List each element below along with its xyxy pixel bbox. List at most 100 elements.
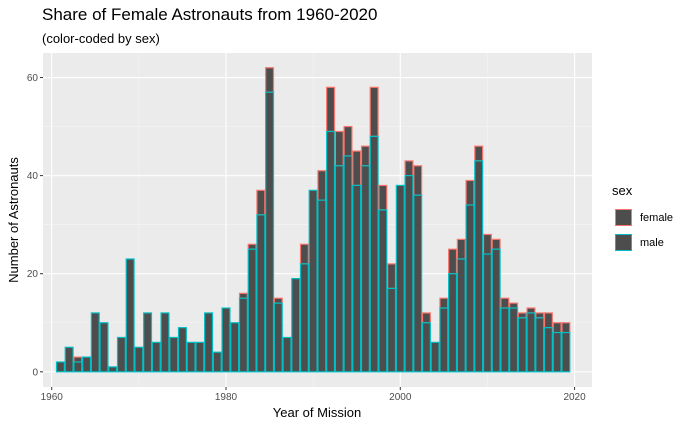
bar-male — [561, 331, 571, 373]
bar-female — [247, 243, 257, 250]
bar-female — [352, 150, 362, 187]
x-tick-label: 1980 — [215, 392, 238, 403]
bar-female — [413, 165, 423, 196]
bar-male — [238, 297, 248, 373]
bar-male — [221, 307, 231, 373]
bar-male — [369, 135, 379, 373]
bar-female — [343, 125, 353, 157]
bar-male — [326, 130, 336, 373]
bar-male — [317, 199, 327, 373]
bar-male — [360, 165, 370, 373]
y-axis-title: Number of Astronauts — [6, 157, 21, 283]
bar-male — [535, 317, 545, 373]
bar-male — [282, 336, 292, 373]
bar-female — [317, 170, 327, 201]
bar-male — [247, 248, 257, 373]
bar-female — [474, 145, 484, 162]
bar-male — [186, 341, 196, 373]
bar-male — [552, 331, 562, 373]
bar-female — [482, 233, 492, 255]
bar-male — [212, 351, 222, 373]
bar-male — [99, 322, 109, 373]
x-tick-label: 2020 — [563, 392, 586, 403]
bar-male — [256, 214, 266, 373]
bar-male — [482, 253, 492, 373]
bars — [55, 67, 571, 373]
bar-male — [55, 361, 65, 373]
bar-female — [491, 238, 501, 250]
bar-male — [334, 165, 344, 373]
bar-male — [387, 287, 397, 373]
bar-female — [334, 130, 344, 167]
bar-male — [509, 307, 519, 373]
legend-item-female: female — [612, 205, 673, 230]
x-axis-title: Year of Mission — [273, 405, 361, 420]
bar-female — [404, 160, 414, 177]
bar-male — [169, 336, 179, 373]
bar-female — [238, 292, 248, 299]
bar-male — [352, 184, 362, 373]
axes: 1960 1980 2000 2020 0 20 40 60 — [27, 73, 586, 403]
chart-subtitle: (color-coded by sex) — [42, 31, 160, 46]
bar-male — [265, 91, 275, 373]
bar-male — [343, 155, 353, 373]
bar-female — [360, 145, 370, 167]
bar-male — [517, 317, 527, 373]
legend-label-female: female — [640, 211, 674, 224]
bar-female — [299, 243, 309, 265]
bar-male — [108, 366, 118, 373]
bar-male — [299, 263, 309, 373]
bar-female — [439, 297, 449, 309]
bar-female — [369, 86, 379, 137]
bar-male — [177, 327, 187, 373]
bar-female — [535, 312, 545, 319]
y-tick-label: 40 — [27, 171, 39, 182]
legend-key-female — [615, 209, 632, 226]
bar-male — [395, 184, 405, 373]
bar-female — [326, 86, 336, 133]
bar-female — [265, 67, 275, 93]
bar-female — [378, 184, 388, 211]
bar-male — [491, 248, 501, 373]
bar-male — [421, 322, 431, 373]
x-tick-label: 2000 — [389, 392, 412, 403]
bar-male — [151, 341, 161, 373]
bar-male — [291, 278, 301, 373]
bar-female — [465, 179, 475, 206]
bar-male — [465, 204, 475, 373]
legend-item-male: male — [612, 230, 673, 255]
bar-male — [230, 322, 240, 373]
bar-male — [439, 307, 449, 373]
x-tick-label: 1960 — [41, 392, 64, 403]
y-tick-label: 20 — [27, 269, 39, 280]
bar-male — [90, 312, 100, 373]
bar-female — [273, 297, 283, 304]
bar-male — [430, 341, 440, 373]
bar-female — [421, 312, 431, 324]
bar-female — [526, 307, 536, 314]
bar-male — [82, 356, 92, 373]
bar-male — [116, 336, 126, 373]
legend-key-male — [615, 234, 632, 251]
y-tick-label: 0 — [32, 367, 38, 378]
bar-male — [143, 312, 153, 373]
bar-male — [134, 346, 144, 373]
bar-male — [308, 189, 318, 373]
bar-female — [561, 322, 571, 334]
bar-female — [448, 248, 458, 275]
bar-female — [552, 322, 562, 334]
bar-male — [500, 307, 510, 373]
bar-female — [456, 238, 466, 260]
legend-label-male: male — [640, 236, 664, 249]
bar-female — [73, 356, 83, 363]
legend: sex female male — [612, 183, 673, 255]
bar-male — [543, 327, 553, 373]
bar-male — [413, 194, 423, 373]
bar-male — [64, 346, 74, 373]
bar-female — [387, 263, 397, 290]
bar-male — [195, 341, 205, 373]
bar-male — [378, 209, 388, 373]
bar-male — [73, 361, 83, 373]
bar-male — [204, 312, 214, 373]
